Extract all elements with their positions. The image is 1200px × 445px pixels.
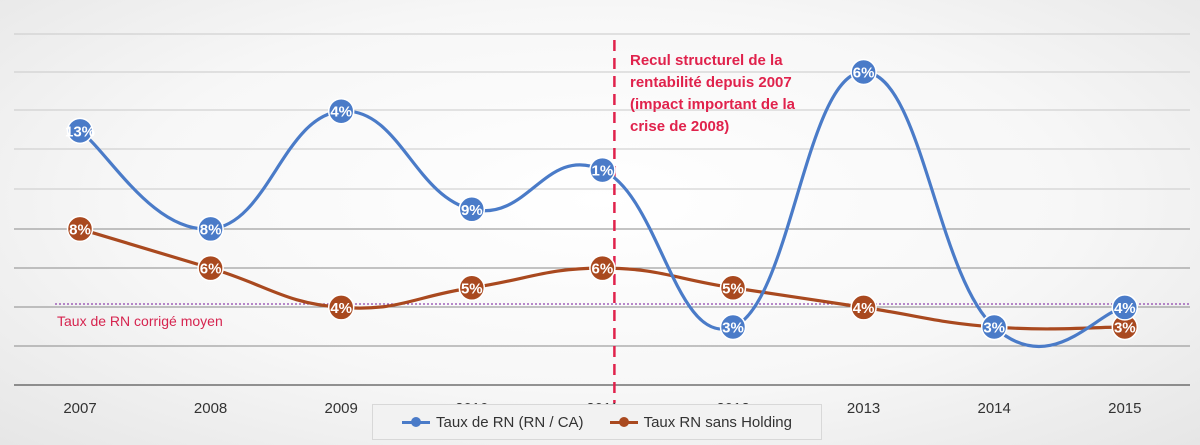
data-point <box>327 97 355 125</box>
annotation-line: crise de 2008) <box>630 118 730 135</box>
legend-label: Taux de RN (RN / CA) <box>436 413 584 431</box>
data-label: 6% <box>853 65 875 82</box>
annotation-line: rentabilité depuis 2007 <box>630 74 792 91</box>
x-tick-label: 2007 <box>63 400 96 417</box>
data-label: 9% <box>461 202 483 219</box>
x-tick-label: 2013 <box>847 400 880 417</box>
data-point <box>66 215 94 243</box>
data-point <box>327 294 355 321</box>
data-label: 4% <box>330 300 352 317</box>
legend-swatch-brown <box>609 417 638 427</box>
data-point <box>719 274 747 302</box>
data-label: 8% <box>200 221 222 238</box>
data-point <box>589 156 616 184</box>
data-label: 6% <box>200 261 222 278</box>
data-point <box>980 313 1008 341</box>
legend: Taux de RN (RN / CA) Taux RN sans Holdin… <box>372 404 822 440</box>
legend-swatch-blue <box>402 417 431 427</box>
data-point <box>197 215 224 243</box>
annotation-line: (impact important de la <box>630 96 796 113</box>
data-point <box>850 58 877 86</box>
data-point <box>458 274 486 302</box>
data-point <box>66 117 94 145</box>
data-label: 4% <box>330 104 352 121</box>
data-point <box>850 294 877 321</box>
average-reference-label: Taux de RN corrigé moyen <box>57 313 223 329</box>
x-tick-label: 2009 <box>325 400 358 417</box>
data-label: 4% <box>853 300 875 317</box>
data-point <box>589 254 616 282</box>
data-label: 8% <box>69 221 91 238</box>
data-label: 5% <box>461 280 483 297</box>
data-label: 6% <box>592 261 614 278</box>
legend-label: Taux RN sans Holding <box>643 413 792 431</box>
legend-item-series-1: Taux de RN (RN / CA) <box>402 414 584 431</box>
data-point <box>719 313 747 341</box>
data-point <box>458 196 486 223</box>
data-label: 5% <box>722 280 744 297</box>
x-tick-label: 2015 <box>1108 400 1141 417</box>
x-tick-label: 2008 <box>194 400 227 417</box>
x-tick-label: 2014 <box>978 400 1011 417</box>
data-label: 1% <box>592 163 614 180</box>
data-label: 4% <box>1114 300 1136 317</box>
data-label: 13% <box>65 123 95 140</box>
data-label: 3% <box>722 320 744 337</box>
data-point <box>1111 294 1139 321</box>
data-point <box>197 254 224 282</box>
legend-item-series-2: Taux RN sans Holding <box>609 413 792 431</box>
series-line <box>78 70 1127 349</box>
annotation-text: Recul structurel de la rentabilité depui… <box>630 50 870 138</box>
data-label: 3% <box>1114 320 1136 337</box>
data-label: 3% <box>983 320 1005 337</box>
annotation-line: Recul structurel de la <box>630 52 783 69</box>
